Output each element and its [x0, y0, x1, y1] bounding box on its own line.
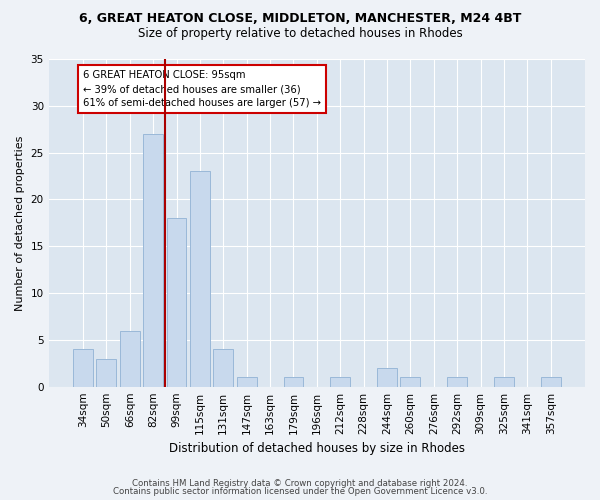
Text: Contains HM Land Registry data © Crown copyright and database right 2024.: Contains HM Land Registry data © Crown c…	[132, 478, 468, 488]
Bar	[284, 378, 304, 386]
Text: 6 GREAT HEATON CLOSE: 95sqm
← 39% of detached houses are smaller (36)
61% of sem: 6 GREAT HEATON CLOSE: 95sqm ← 39% of det…	[83, 70, 322, 108]
Bar	[97, 358, 116, 386]
Bar	[143, 134, 163, 386]
Bar	[494, 378, 514, 386]
Bar	[400, 378, 421, 386]
Bar	[190, 172, 210, 386]
Bar	[541, 378, 560, 386]
Text: Size of property relative to detached houses in Rhodes: Size of property relative to detached ho…	[137, 28, 463, 40]
Bar	[237, 378, 257, 386]
Bar	[447, 378, 467, 386]
Text: Contains public sector information licensed under the Open Government Licence v3: Contains public sector information licen…	[113, 488, 487, 496]
Bar	[167, 218, 187, 386]
Bar	[214, 349, 233, 387]
Y-axis label: Number of detached properties: Number of detached properties	[15, 135, 25, 310]
Text: 6, GREAT HEATON CLOSE, MIDDLETON, MANCHESTER, M24 4BT: 6, GREAT HEATON CLOSE, MIDDLETON, MANCHE…	[79, 12, 521, 26]
X-axis label: Distribution of detached houses by size in Rhodes: Distribution of detached houses by size …	[169, 442, 465, 455]
Bar	[377, 368, 397, 386]
Bar	[73, 349, 93, 387]
Bar	[120, 330, 140, 386]
Bar	[330, 378, 350, 386]
